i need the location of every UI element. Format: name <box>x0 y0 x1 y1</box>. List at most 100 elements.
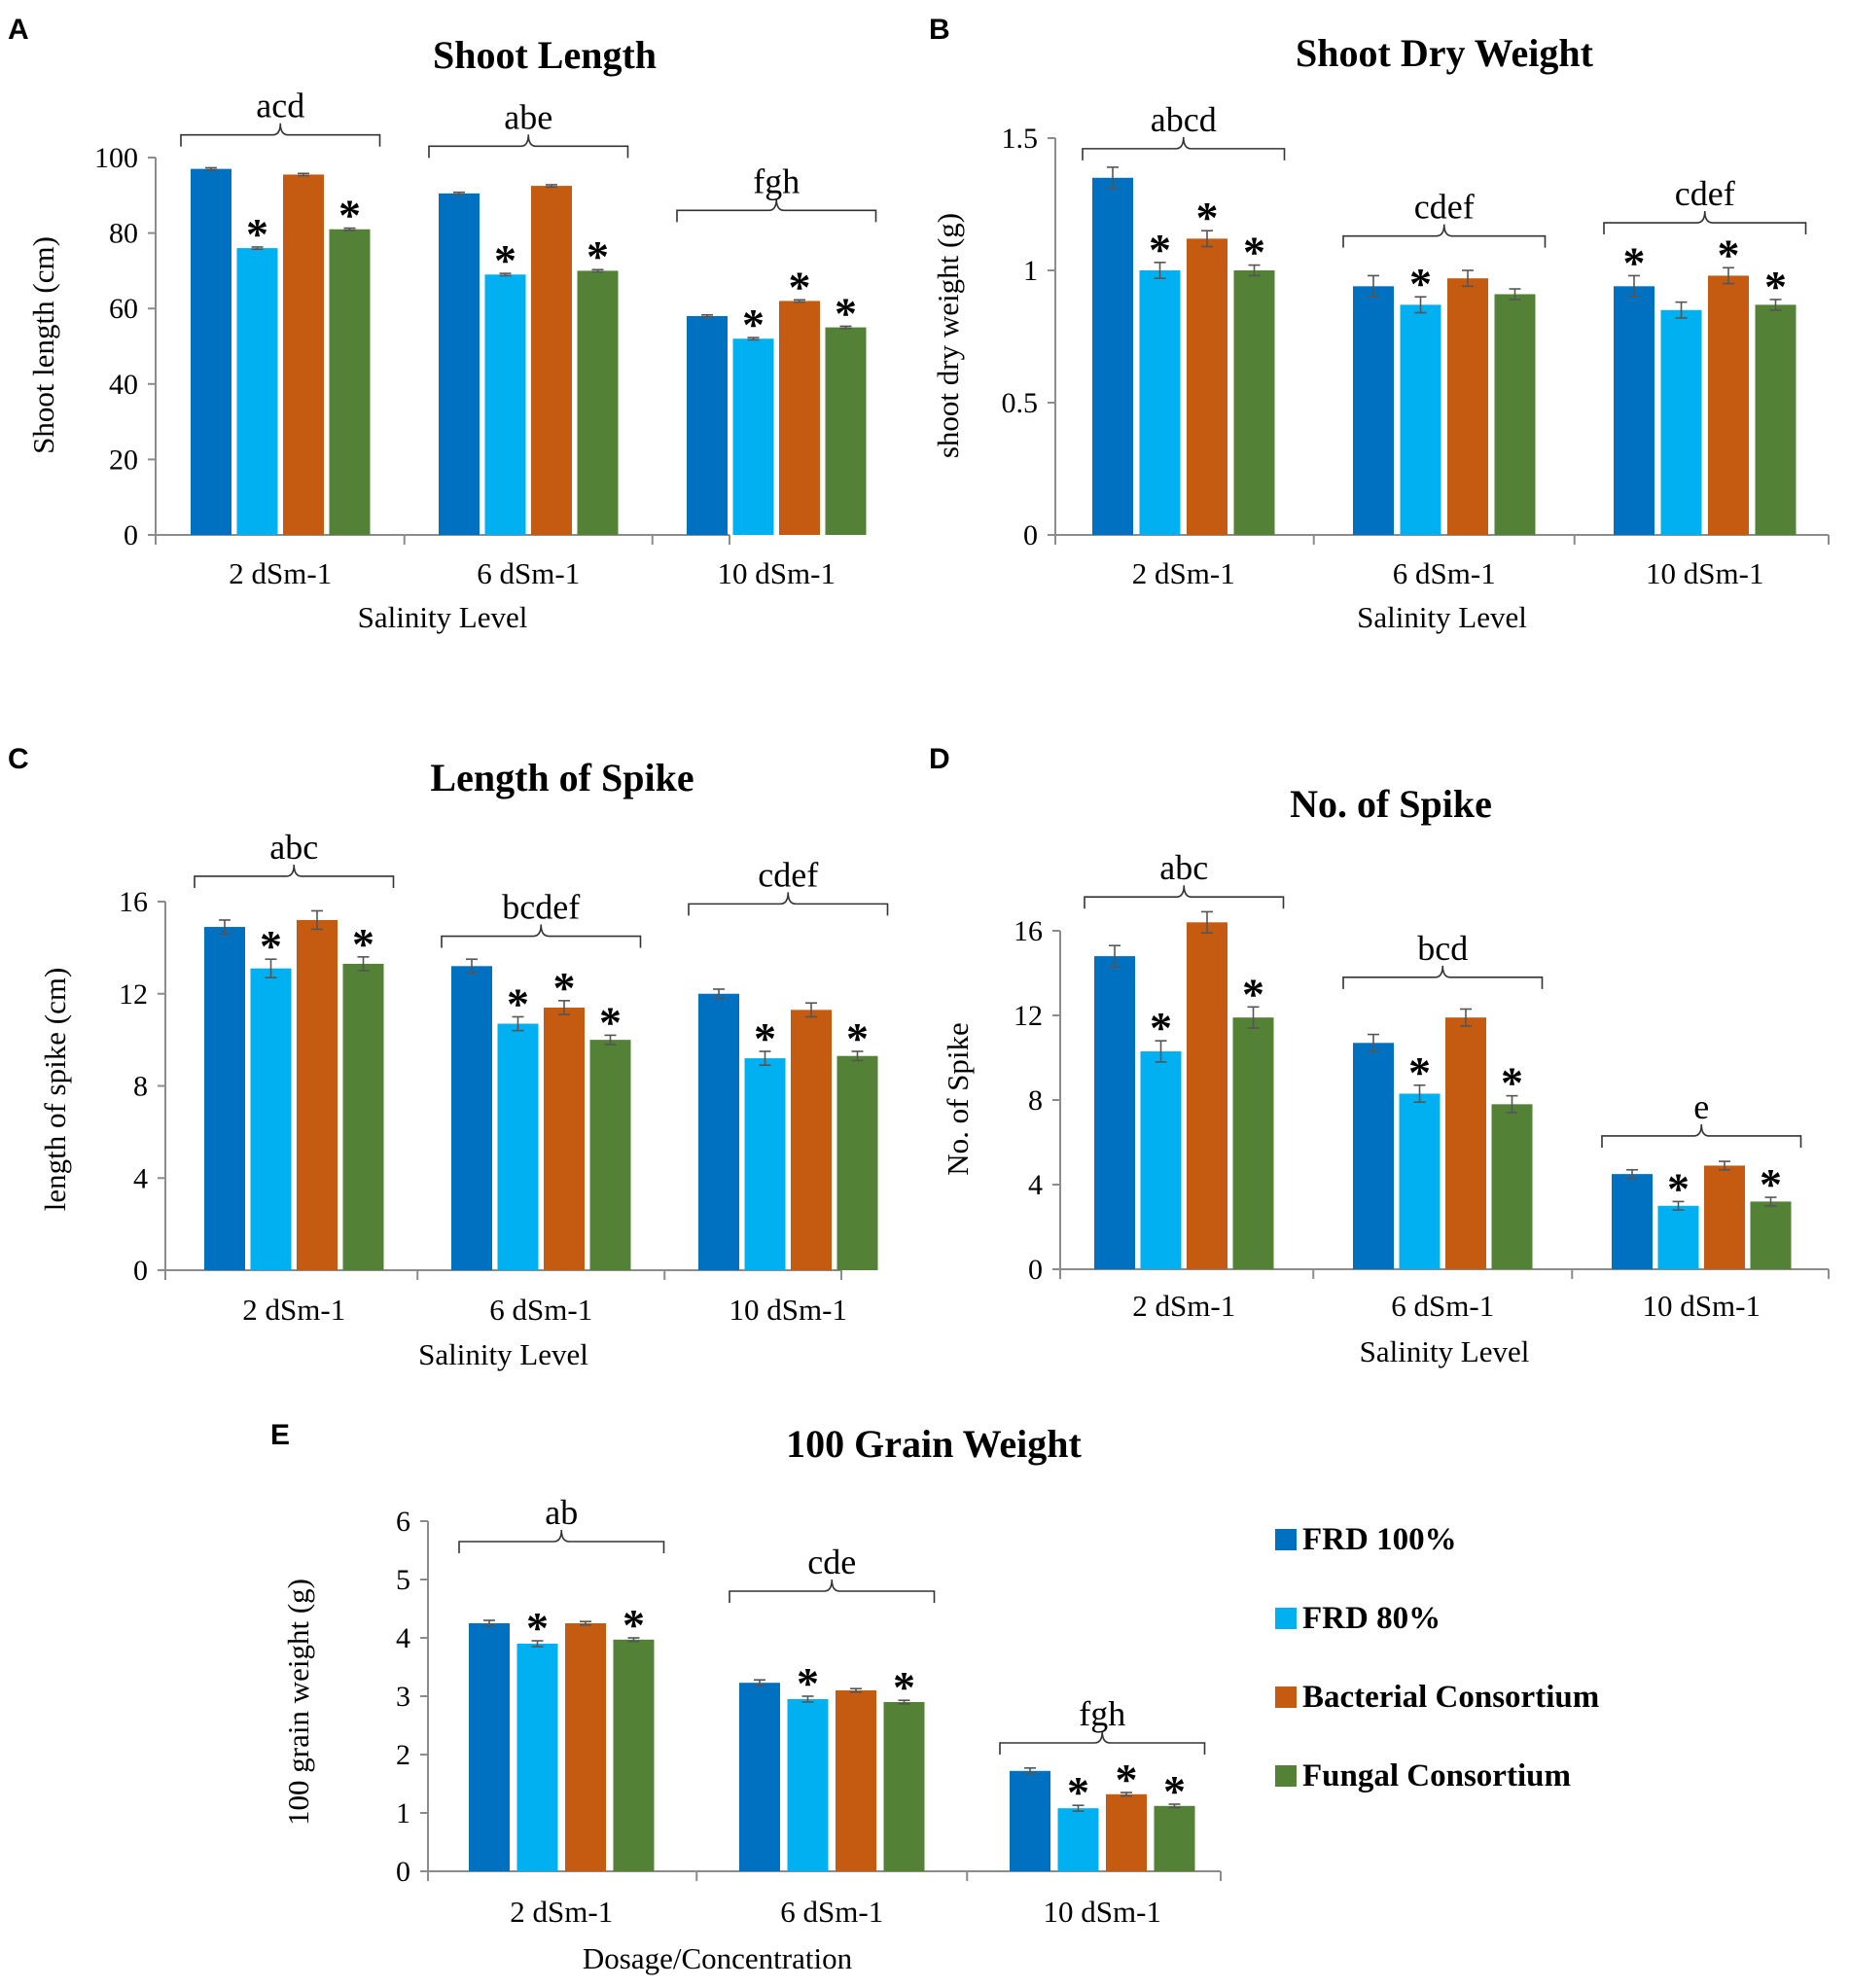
chart-panel-B: B Shoot Dry Weight 0 0.5 1 1.5 * * * abcd 2 dSm-1 *… <box>929 14 1830 634</box>
bar-bacterial-consortium <box>1704 1165 1745 1269</box>
significance-star: * <box>507 978 529 1028</box>
x-tick-label: 6 dSm-1 <box>1391 1289 1494 1323</box>
panel-letter: D <box>929 743 950 775</box>
bar-frd-100- <box>1092 177 1133 536</box>
bar-frd-100- <box>1353 1043 1394 1269</box>
y-axis-title: No. of Spike <box>941 1022 975 1176</box>
y-tick-label: 1.5 <box>1002 123 1039 155</box>
y-axis-title: shoot dry weight (g) <box>931 213 965 458</box>
bar-frd-100- <box>1094 956 1135 1269</box>
bar-bacterial-consortium <box>1187 922 1227 1269</box>
x-tick-label: 2 dSm-1 <box>242 1293 345 1327</box>
group-brace <box>441 924 642 948</box>
significance-star: * <box>1163 1766 1186 1816</box>
significance-star: * <box>1243 228 1265 277</box>
significance-star: * <box>587 231 609 281</box>
bar-fungal-consortium <box>836 1055 878 1270</box>
bar-fungal-consortium <box>1750 1201 1792 1269</box>
x-tick-label: 10 dSm-1 <box>729 1293 847 1327</box>
bar-bacterial-consortium <box>1445 1017 1486 1269</box>
x-axis-title: Salinity Level <box>1360 1334 1530 1368</box>
bar-fungal-consortium <box>1755 304 1797 535</box>
bar-bacterial-consortium <box>1106 1793 1147 1871</box>
y-tick-label: 6 <box>396 1506 410 1538</box>
significance-star: * <box>1718 230 1740 279</box>
y-tick-label: 20 <box>109 444 138 476</box>
legend-label: Bacterial Consortium <box>1302 1680 1599 1715</box>
bar-fungal-consortium <box>613 1639 655 1871</box>
y-tick-label: 16 <box>1014 915 1043 947</box>
legend-label: FRD 100% <box>1302 1522 1457 1557</box>
significance-star: * <box>553 963 576 1012</box>
group-letter: cdef <box>1414 188 1475 227</box>
bar-fungal-consortium <box>1232 1017 1274 1269</box>
bar-bacterial-consortium <box>1187 238 1227 536</box>
x-tick-label: 10 dSm-1 <box>1646 556 1763 590</box>
chart-title: Shoot Dry Weight <box>1296 31 1594 75</box>
group-brace <box>180 123 381 147</box>
significance-star: * <box>1116 1755 1138 1804</box>
x-tick-label: 2 dSm-1 <box>510 1895 613 1929</box>
bar-bacterial-consortium <box>565 1623 606 1871</box>
significance-star: * <box>352 919 374 969</box>
group-brace <box>1342 224 1547 248</box>
y-axis-title: Shoot length (cm) <box>26 236 60 454</box>
significance-star: * <box>599 997 622 1047</box>
group-letter: e <box>1693 1087 1709 1126</box>
bar-frd-100- <box>469 1623 510 1871</box>
legend-label: Fungal Consortium <box>1302 1758 1571 1793</box>
bar-fungal-consortium <box>1233 270 1275 535</box>
bar-fungal-consortium <box>883 1702 925 1871</box>
legend: FRD 100% FRD 80% Bacterial Consortium Funga… <box>1275 1522 1599 1793</box>
significance-star: * <box>526 1603 549 1652</box>
x-axis-title: Salinity Level <box>1357 600 1527 634</box>
bar-frd-80- <box>744 1058 786 1270</box>
significance-star: * <box>1242 969 1264 1018</box>
bar-frd-80- <box>787 1699 829 1871</box>
chart-panel-D: D No. of Spike 0 4 8 12 16 * * abc 2 dSm-1 * * bcd 6 d… <box>929 743 1830 1368</box>
bar-fungal-consortium <box>1491 1104 1533 1269</box>
y-tick-label: 8 <box>1028 1084 1043 1117</box>
bar-frd-80- <box>236 248 278 535</box>
bar-fungal-consortium <box>825 327 867 535</box>
significance-star: * <box>893 1662 915 1712</box>
bar-frd-100- <box>439 193 480 536</box>
bar-fungal-consortium <box>1494 294 1536 535</box>
y-tick-label: 0 <box>124 519 138 551</box>
y-tick-label: 4 <box>133 1162 148 1194</box>
y-tick-label: 3 <box>396 1681 410 1713</box>
bar-bacterial-consortium <box>531 186 572 535</box>
group-brace <box>688 892 889 916</box>
bar-bacterial-consortium <box>1708 275 1749 535</box>
chart-title: No. of Spike <box>1290 782 1492 826</box>
y-tick-label: 100 <box>94 142 138 174</box>
group-letter: acd <box>256 87 304 125</box>
x-tick-label: 6 dSm-1 <box>477 556 580 590</box>
bar-fungal-consortium <box>1154 1805 1195 1871</box>
bar-frd-100- <box>204 927 245 1270</box>
group-letter: abc <box>269 828 318 867</box>
bar-frd-80- <box>732 338 774 535</box>
bar-bacterial-consortium <box>544 1007 585 1270</box>
bar-bacterial-consortium <box>779 301 820 535</box>
group-brace <box>1601 1123 1802 1148</box>
bar-frd-100- <box>687 315 728 535</box>
bar-frd-80- <box>1399 1093 1441 1269</box>
group-letter: cdef <box>758 855 818 894</box>
bar-frd-100- <box>739 1683 780 1871</box>
legend-swatch <box>1275 1765 1297 1787</box>
bar-fungal-consortium <box>329 229 371 535</box>
y-tick-label: 1 <box>396 1797 410 1829</box>
legend-swatch <box>1275 1608 1297 1629</box>
bar-frd-80- <box>1657 1205 1699 1269</box>
y-tick-label: 5 <box>396 1564 410 1596</box>
bar-bacterial-consortium <box>283 174 324 535</box>
panel-letter: C <box>8 743 29 775</box>
significance-star: * <box>1150 1003 1172 1052</box>
group-letter: fgh <box>1079 1694 1125 1733</box>
group-letter: cdef <box>1675 174 1735 213</box>
x-tick-label: 2 dSm-1 <box>1132 1289 1235 1323</box>
group-brace <box>1603 211 1807 235</box>
significance-star: * <box>1067 1767 1089 1817</box>
